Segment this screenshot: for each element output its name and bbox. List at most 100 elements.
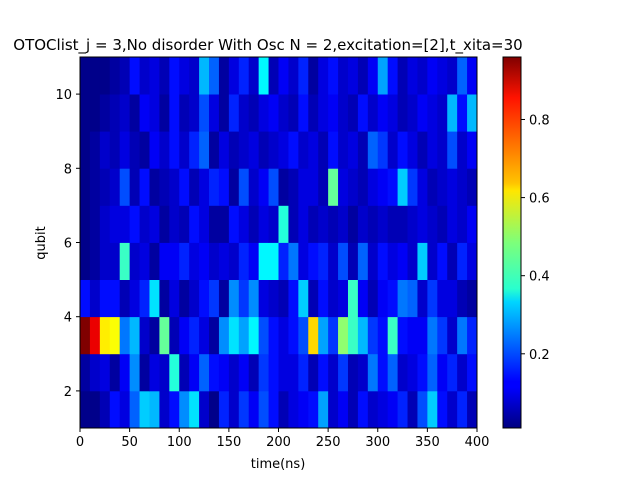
heatmap-cell [140,354,150,392]
heatmap-cell [110,57,120,95]
heatmap-cell [179,57,189,95]
y-tick-label: 6 [64,237,72,252]
heatmap-cell [229,168,239,206]
heatmap-cell [249,131,259,169]
heatmap-cell [110,94,120,132]
heatmap-cell [199,57,209,95]
heatmap-cell [80,280,90,318]
heatmap-cell [229,57,239,95]
heatmap-cell [368,94,378,132]
heatmap-cell [447,317,457,355]
heatmap-cell [298,354,308,392]
heatmap-cell [358,354,368,392]
heatmap-cell [467,354,477,392]
heatmap-cell [120,131,130,169]
heatmap-cell [338,354,348,392]
heatmap-cell [199,280,209,318]
heatmap-cell [259,243,269,281]
heatmap-cell [120,243,130,281]
heatmap-cell [408,280,418,318]
heatmap-cell [348,57,358,95]
heatmap-cell [140,391,150,429]
heatmap-cell [318,243,328,281]
heatmap-cell [120,94,130,132]
heatmap-cell [199,205,209,243]
heatmap-cell [189,243,199,281]
heatmap-cell [279,57,289,95]
heatmap-cell [467,317,477,355]
heatmap-cell [140,317,150,355]
heatmap-cell [100,280,110,318]
heatmap-cell [189,168,199,206]
heatmap-cell [308,94,318,132]
heatmap-cell [427,168,437,206]
heatmap-cell [219,131,229,169]
heatmap-cell [318,391,328,429]
heatmap-cell [169,205,179,243]
heatmap-cell [348,94,358,132]
heatmap-cell [140,243,150,281]
heatmap-cell [239,205,249,243]
heatmap-cell [338,205,348,243]
heatmap-cell [457,354,467,392]
heatmap-cell [100,354,110,392]
heatmap-cell [417,168,427,206]
heatmap-cell [259,205,269,243]
heatmap-cell [269,280,279,318]
heatmap-cell [100,94,110,132]
heatmap-cell [447,94,457,132]
heatmap-cell [398,94,408,132]
heatmap-cell [398,354,408,392]
heatmap-cell [417,94,427,132]
heatmap-cell [149,57,159,95]
y-axis-ticks: 2 4 6 8 10 [55,88,80,400]
heatmap-cell [467,243,477,281]
x-tick-label: 300 [365,435,390,450]
heatmap-cell [408,168,418,206]
heatmap-cell [308,57,318,95]
heatmap-cell [80,168,90,206]
heatmap-cell [437,243,447,281]
heatmap-cell [288,317,298,355]
heatmap-cell [269,205,279,243]
colorbar-ticks: 0.2 0.4 0.6 0.8 [521,113,550,362]
heatmap-cell [368,57,378,95]
heatmap-cell [80,354,90,392]
heatmap-cell [110,168,120,206]
heatmap-cell [437,280,447,318]
heatmap-cell [169,280,179,318]
heatmap-cell [149,280,159,318]
heatmap-cell [219,280,229,318]
heatmap-cell [308,391,318,429]
heatmap-cell [149,243,159,281]
heatmap-cell [249,94,259,132]
heatmap-cell [467,391,477,429]
heatmap-cell [447,391,457,429]
y-tick-label: 10 [55,88,72,103]
heatmap-cell [159,94,169,132]
heatmap-cell [417,280,427,318]
heatmap-cell [308,168,318,206]
heatmap-cell [288,94,298,132]
heatmap-cell [80,317,90,355]
heatmap-cell [130,205,140,243]
heatmap-cell [427,243,437,281]
heatmap-cell [110,354,120,392]
heatmap-cell [279,205,289,243]
heatmap-cell [159,131,169,169]
heatmap-cell [169,391,179,429]
heatmap-cell [209,168,219,206]
heatmap-cell [368,243,378,281]
heatmap-cell [408,354,418,392]
heatmap-cell [239,243,249,281]
heatmap-cell [288,168,298,206]
heatmap-cell [259,57,269,95]
heatmap-cell [269,317,279,355]
heatmap-cell [239,94,249,132]
x-tick-label: 100 [167,435,192,450]
heatmap-cell [298,131,308,169]
heatmap-cell [209,94,219,132]
heatmap-cell [229,354,239,392]
heatmap-cell [328,354,338,392]
